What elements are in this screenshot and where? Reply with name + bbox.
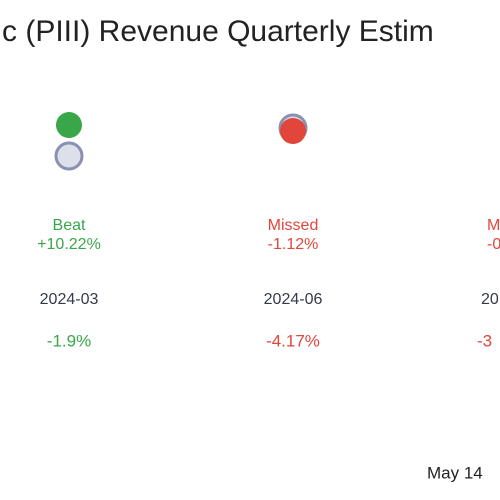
surprise-label: -0 xyxy=(487,236,500,253)
result-label: Beat xyxy=(53,217,86,234)
estimate-dot xyxy=(54,141,84,171)
price-change-label: -3 xyxy=(477,331,492,350)
price-change-label: -1.9% xyxy=(47,331,91,350)
chart-title: c (PIII) Revenue Quarterly Estim xyxy=(2,15,434,48)
result-label: Missed xyxy=(268,217,319,234)
result-label: M xyxy=(487,217,500,234)
price-change-label: -4.17% xyxy=(266,331,320,350)
actual-dot xyxy=(280,118,306,144)
surprise-label: +10.22% xyxy=(37,236,101,253)
period-label: 20 xyxy=(481,291,499,308)
date-label: May 14 xyxy=(427,463,483,482)
period-label: 2024-06 xyxy=(264,291,323,308)
actual-dot xyxy=(56,112,82,138)
period-label: 2024-03 xyxy=(40,291,99,308)
dots xyxy=(54,112,308,171)
surprise-label: -1.12% xyxy=(268,236,319,253)
